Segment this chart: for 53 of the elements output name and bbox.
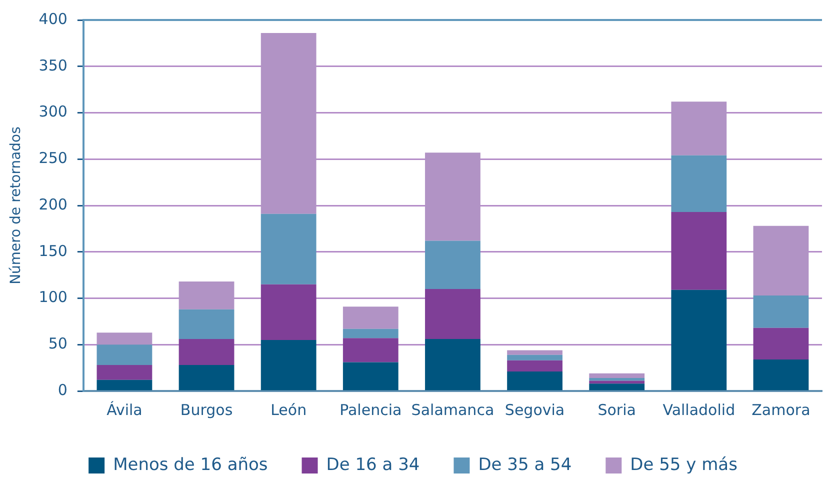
bar <box>96 344 152 366</box>
bar <box>342 338 398 362</box>
y-tick-label: 250 <box>38 149 68 168</box>
bar <box>507 360 562 372</box>
y-tick-label: 350 <box>38 56 68 74</box>
bar <box>671 212 727 290</box>
y-tick-label: 400 <box>38 10 68 28</box>
y-tick-label: 100 <box>38 288 68 306</box>
bar <box>425 240 480 289</box>
bar <box>589 373 645 378</box>
y-tick-label: 300 <box>38 102 68 121</box>
bar <box>178 339 234 366</box>
x-tick-label: Palencia <box>340 400 402 419</box>
legend-label: Menos de 16 años <box>113 454 268 475</box>
bar <box>425 288 480 340</box>
bar <box>507 350 562 355</box>
bar <box>342 328 398 338</box>
x-tick-label: León <box>270 400 307 419</box>
bar <box>753 328 809 360</box>
bar <box>96 365 152 380</box>
bar <box>96 380 152 390</box>
x-tick-label: Soria <box>598 400 636 419</box>
x-tick-label: Burgos <box>180 400 233 419</box>
bar <box>342 362 398 390</box>
x-tick-label: Segovia <box>504 400 565 419</box>
bar <box>753 295 809 328</box>
bar <box>425 339 480 390</box>
bar <box>671 290 727 390</box>
bar <box>589 380 645 384</box>
bar <box>753 359 809 390</box>
bar <box>507 354 562 360</box>
bar <box>342 306 398 329</box>
bar <box>178 365 234 390</box>
legend-label: De 55 y más <box>630 454 738 475</box>
y-tick-label: 150 <box>38 242 68 260</box>
bar <box>671 155 727 212</box>
y-tick-label: 0 <box>58 380 68 399</box>
bar <box>178 309 234 340</box>
bar <box>260 214 316 284</box>
x-tick-label: Zamora <box>752 400 810 419</box>
bar <box>260 284 316 340</box>
bar <box>589 384 645 390</box>
y-tick-label: 50 <box>48 334 68 353</box>
x-tick-label: Ávila <box>106 400 142 419</box>
y-axis-title: Número de retornados <box>8 126 24 284</box>
y-tick-label: 200 <box>38 195 68 214</box>
bar <box>589 378 645 381</box>
legend-label: De 16 a 34 <box>326 454 420 475</box>
legend-label: De 35 a 54 <box>478 454 572 475</box>
x-tick-label: Salamanca <box>411 400 494 419</box>
x-tick-label: Valladolid <box>662 400 736 419</box>
bar <box>507 372 562 390</box>
bar <box>260 340 316 390</box>
